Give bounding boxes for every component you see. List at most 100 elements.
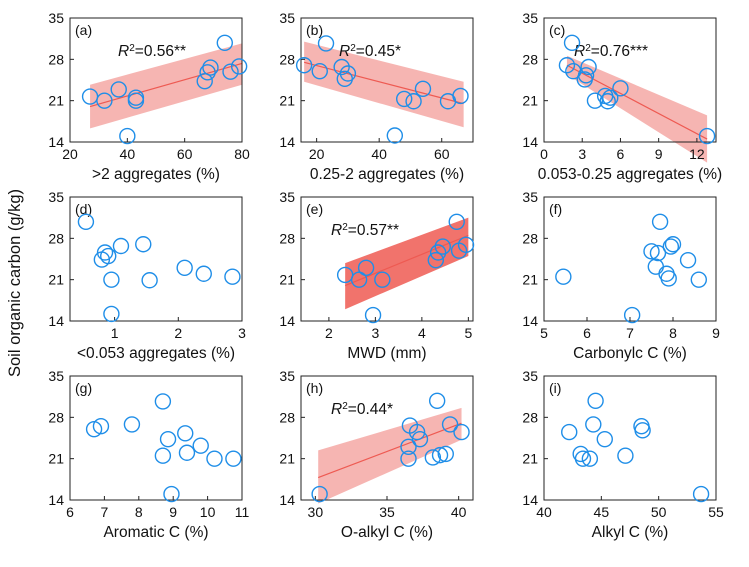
data-point: [202, 59, 219, 76]
data-point: [141, 272, 158, 289]
data-point: [617, 447, 634, 464]
data-point: [357, 259, 375, 277]
data-point: [386, 127, 404, 144]
data-point: [612, 80, 629, 97]
y-tick-label: 21: [48, 93, 64, 109]
data-point: [85, 420, 103, 438]
x-tick-label: 8: [135, 504, 143, 520]
data-point: [222, 63, 239, 80]
data-point: [123, 416, 141, 433]
data-point: [577, 67, 595, 84]
data-point: [163, 485, 180, 503]
data-point: [400, 438, 417, 456]
x-tick-label: 20: [62, 146, 78, 162]
data-point: [690, 271, 707, 288]
x-tick-label: 3: [238, 325, 246, 341]
x-tick-label: 40: [536, 504, 552, 520]
x-axis-label: MWD (mm): [347, 345, 426, 362]
y-tick-label: 21: [279, 93, 295, 109]
data-point: [92, 417, 110, 435]
data-point: [587, 392, 604, 409]
data-point: [558, 57, 576, 74]
y-tick-label: 28: [522, 409, 538, 425]
data-point: [647, 258, 664, 275]
x-axis-label: Carbonylc C (%): [573, 345, 687, 362]
plot-frame: [300, 196, 474, 322]
panel-4: 14 21 28 35 2 3 4 5 MWD (mm) (e) R2=0.57**: [279, 189, 475, 362]
y-tick-label: 28: [522, 230, 538, 246]
data-point: [563, 34, 581, 51]
data-point: [428, 392, 446, 409]
data-point: [154, 393, 172, 410]
data-point: [176, 259, 193, 277]
y-tick-label: 21: [279, 451, 295, 467]
data-point: [441, 416, 459, 433]
panel-label: (f): [549, 201, 562, 217]
data-point: [602, 89, 619, 106]
data-point: [599, 93, 616, 110]
plot-frame: [69, 375, 243, 501]
data-point: [112, 237, 130, 255]
data-point: [311, 62, 328, 80]
data-point: [295, 57, 313, 74]
data-point: [317, 35, 335, 52]
data-point: [434, 238, 451, 255]
x-tick-label: 2: [174, 325, 182, 341]
x-tick-label: 3: [578, 146, 586, 162]
data-point: [196, 72, 213, 90]
data-point: [457, 236, 475, 254]
data-point: [178, 444, 196, 461]
y-tick-label: 21: [522, 272, 538, 288]
data-point: [649, 244, 667, 262]
y-tick-label: 35: [279, 189, 295, 205]
y-tick-label: 28: [279, 230, 295, 246]
x-tick-label: 7: [101, 504, 109, 520]
x-tick-label: 30: [308, 504, 324, 520]
data-point: [333, 58, 350, 76]
data-point: [431, 446, 449, 464]
data-point: [77, 213, 95, 231]
x-tick-label: 10: [200, 504, 216, 520]
data-point: [96, 244, 114, 261]
panel-3: 14 21 28 35 1 2 3<0.053 aggregates (%) (d): [48, 189, 246, 362]
confidence-band: [318, 407, 462, 504]
y-tick-label: 28: [279, 51, 295, 67]
data-point: [448, 213, 465, 231]
x-axis-label: 0.053-0.25 aggregates (%): [538, 166, 722, 183]
data-point: [414, 80, 432, 98]
r2-annotation: R2=0.76***: [574, 43, 648, 61]
x-tick-label: 5: [464, 325, 472, 341]
data-point: [651, 213, 669, 231]
plot-frame: [543, 17, 717, 143]
data-point: [216, 34, 234, 51]
x-axis-label: 0.25-2 aggregates (%): [310, 166, 464, 183]
x-tick-label: 7: [626, 325, 634, 341]
x-tick-label: 2: [325, 325, 333, 341]
data-point: [453, 423, 470, 441]
r2-annotation: R2=0.56**: [118, 43, 186, 61]
x-tick-label: 6: [617, 146, 625, 162]
x-tick-label: 9: [169, 504, 177, 520]
regression-line: [317, 422, 462, 479]
y-tick-label: 14: [522, 134, 538, 150]
data-point: [561, 423, 578, 441]
y-tick-label: 35: [522, 10, 538, 26]
data-point: [127, 89, 145, 106]
data-point: [452, 87, 469, 105]
x-tick-label: 45: [594, 504, 610, 520]
y-tick-label: 14: [48, 492, 64, 508]
y-tick-label: 21: [522, 93, 538, 109]
regression-line: [303, 61, 464, 105]
panel-2: 14 21 28 35 0 3 6 9 12 0.053-0.25 aggregates (%) (…: [522, 10, 722, 183]
panel-label: (g): [75, 380, 92, 396]
r2-annotation: R2=0.44*: [331, 401, 393, 419]
plot-frame: [69, 196, 243, 322]
y-tick-label: 28: [48, 230, 64, 246]
panel-label: (h): [306, 380, 323, 396]
x-tick-label: 6: [583, 325, 591, 341]
data-point: [396, 90, 413, 108]
panel-0: 14 21 28 35 20 40 60 80 >2 aggregates (%) (a) R2=0…: [48, 10, 250, 183]
x-tick-label: 4: [418, 325, 426, 341]
y-tick-label: 14: [279, 134, 295, 150]
